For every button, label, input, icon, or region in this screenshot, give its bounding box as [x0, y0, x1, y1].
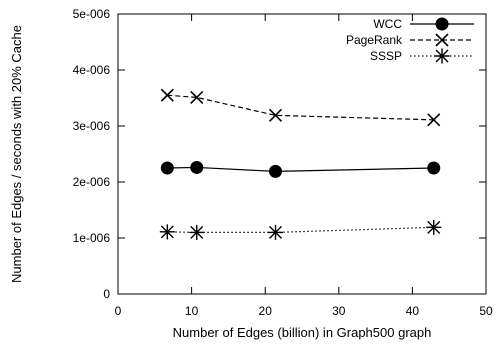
data-point-sssp — [189, 224, 205, 240]
y-axis-label: Number of Edges / seconds with 20% Cache — [9, 25, 24, 283]
data-point-wcc — [190, 160, 204, 174]
y-tick-label: 5e-006 — [73, 7, 111, 21]
legend-item-wcc: WCC — [373, 17, 474, 31]
series-line-wcc — [167, 166, 434, 172]
x-tick-label: 40 — [406, 304, 420, 318]
data-point-wcc — [269, 164, 283, 178]
y-tick-label: 4e-006 — [73, 63, 111, 77]
legend-marker-sssp — [434, 48, 450, 64]
legend-item-sssp: SSSP — [370, 48, 474, 64]
x-tick-label: 10 — [185, 304, 199, 318]
y-tick-label: 2e-006 — [73, 175, 111, 189]
plot-frame — [117, 13, 487, 295]
data-point-wcc — [160, 161, 174, 175]
series-line-sssp — [167, 226, 434, 233]
legend-label-sssp: SSSP — [370, 49, 402, 63]
data-point-pagerank — [427, 113, 441, 127]
data-point-pagerank — [190, 90, 204, 105]
series-wcc — [160, 160, 441, 178]
data-point-sssp — [268, 224, 284, 240]
series-line-pagerank — [167, 94, 434, 121]
x-tick-label: 0 — [115, 304, 122, 318]
data-point-sssp — [159, 224, 175, 240]
series-pagerank — [160, 88, 441, 127]
legend-label-wcc: WCC — [373, 17, 402, 31]
series-sssp — [159, 219, 442, 240]
x-axis-label: Number of Edges (billion) in Graph500 gr… — [173, 325, 432, 340]
x-tick-label: 30 — [332, 304, 346, 318]
data-point-sssp — [426, 219, 442, 235]
x-tick-label: 20 — [259, 304, 273, 318]
data-point-pagerank — [160, 88, 174, 102]
data-point-pagerank — [268, 108, 283, 122]
x-tick-label: 50 — [479, 304, 493, 318]
legend-marker-wcc — [435, 17, 449, 31]
legend-marker-pagerank — [435, 33, 449, 47]
y-tick-label: 1e-006 — [73, 231, 111, 245]
legend-item-pagerank: PageRank — [346, 33, 474, 47]
y-tick-label: 0 — [103, 287, 110, 301]
y-tick-label: 3e-006 — [73, 119, 111, 133]
data-point-wcc — [427, 161, 441, 175]
legend-label-pagerank: PageRank — [346, 33, 403, 47]
